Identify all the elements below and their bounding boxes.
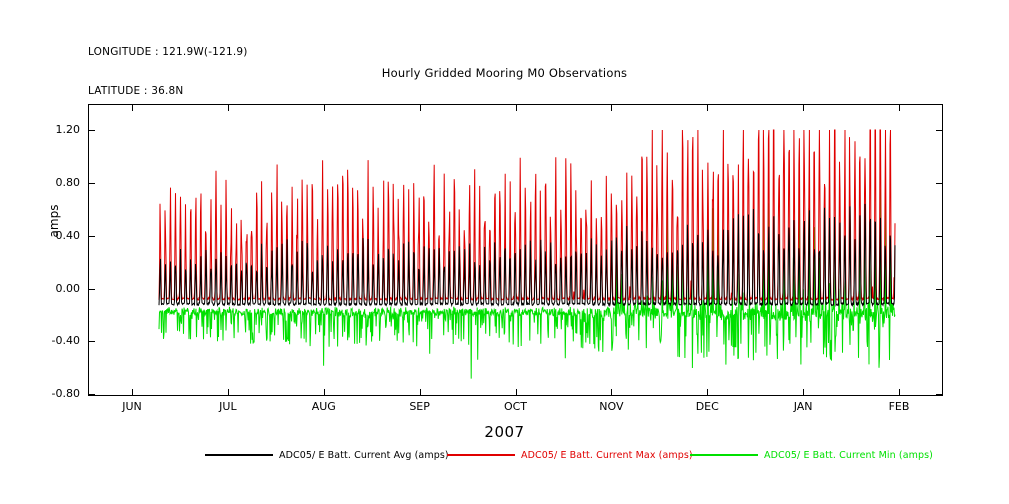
chart-legend: ADC05/ E Batt. Current Avg (amps) ADC05/ … (0, 446, 1009, 468)
y-tick-label: -0.40 (51, 334, 80, 348)
x-tick-label: JUN (122, 400, 142, 413)
y-tick-mark (88, 288, 95, 290)
y-tick-mark (88, 130, 95, 132)
longitude-text: LONGITUDE : 121.9W(-121.9) (88, 46, 248, 58)
x-tick-mark (803, 389, 805, 396)
y-tick-mark (88, 394, 95, 395)
y-tick-label: 0.00 (55, 281, 81, 295)
x-tick-label: OCT (503, 400, 528, 413)
y-tick-mark (936, 394, 943, 395)
legend-swatch (447, 454, 515, 456)
x-tick-mark (419, 104, 421, 111)
y-tick-label: -0.80 (51, 387, 80, 400)
legend-label: ADC05/ E Batt. Current Avg (amps) (279, 449, 449, 461)
x-tick-mark (323, 104, 325, 111)
x-tick-label: FEB (888, 400, 910, 413)
chart-title: Hourly Gridded Mooring M0 Observations (381, 66, 628, 80)
x-tick-mark (899, 104, 900, 111)
y-tick-label: 1.20 (55, 123, 81, 137)
legend-entry: ADC05/ E Batt. Current Avg (amps) (205, 446, 449, 464)
x-tick-label: AUG (311, 400, 336, 413)
y-tick-mark (936, 183, 943, 185)
x-tick-mark (611, 104, 613, 111)
y-tick-mark (88, 183, 95, 185)
y-tick-mark (88, 235, 95, 237)
x-tick-mark (227, 104, 229, 111)
y-tick-mark (936, 235, 943, 237)
x-tick-label: JAN (793, 400, 813, 413)
x-tick-label: DEC (695, 400, 719, 413)
x-tick-mark (515, 104, 517, 111)
legend-swatch (205, 454, 273, 456)
latitude-text: LATITUDE : 36.8N (88, 85, 184, 97)
x-tick-mark (132, 104, 133, 111)
series-line-min (158, 189, 896, 379)
y-tick-mark (936, 288, 943, 290)
x-tick-mark (323, 389, 325, 396)
x-tick-label: JUL (219, 400, 237, 413)
x-tick-mark (419, 389, 421, 396)
legend-entry: ADC05/ E Batt. Current Min (amps) (690, 446, 933, 464)
legend-label: ADC05/ E Batt. Current Max (amps) (521, 449, 693, 461)
x-tick-label: SEP (409, 400, 430, 413)
y-tick-label: 0.80 (55, 176, 81, 190)
x-tick-mark (707, 104, 709, 111)
x-tick-mark (899, 389, 900, 396)
x-tick-label: NOV (599, 400, 624, 413)
series-line-avg (158, 203, 896, 308)
legend-swatch (690, 454, 758, 456)
legend-label: ADC05/ E Batt. Current Min (amps) (764, 449, 933, 461)
y-tick-mark (936, 341, 943, 343)
y-tick-mark (88, 341, 95, 343)
plot-area (88, 104, 943, 396)
x-tick-mark (611, 389, 613, 396)
x-tick-mark (515, 389, 517, 396)
x-tick-mark (132, 389, 133, 396)
series-canvas (158, 129, 896, 379)
x-tick-mark (707, 389, 709, 396)
y-tick-label: 0.40 (55, 228, 81, 242)
legend-entry: ADC05/ E Batt. Current Max (amps) (447, 446, 693, 464)
y-tick-mark (936, 130, 943, 132)
x-tick-mark (803, 104, 805, 111)
x-tick-mark (227, 389, 229, 396)
x-axis-label: 2007 (484, 423, 525, 441)
